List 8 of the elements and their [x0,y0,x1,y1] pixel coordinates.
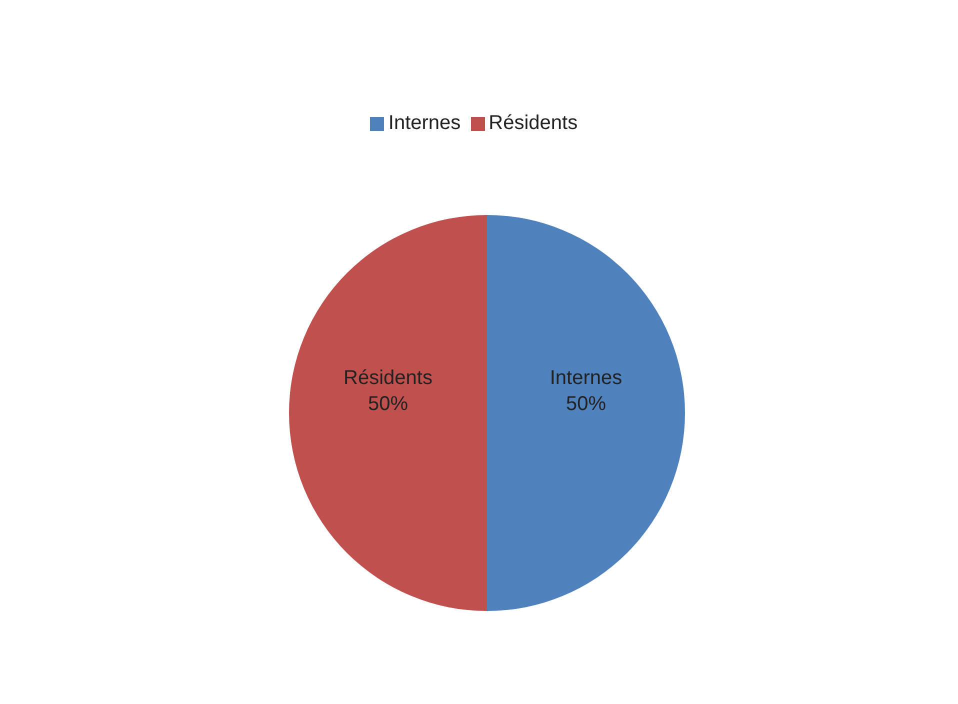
pie-slice [487,215,685,611]
data-label: 50% [566,393,606,415]
legend-label: Résidents [488,112,578,134]
slice-label: Internes [550,367,622,389]
legend-label: Internes [388,112,461,134]
slice-label: Résidents [344,367,432,389]
pie-slice [289,215,487,611]
data-label: 50% [368,393,408,415]
